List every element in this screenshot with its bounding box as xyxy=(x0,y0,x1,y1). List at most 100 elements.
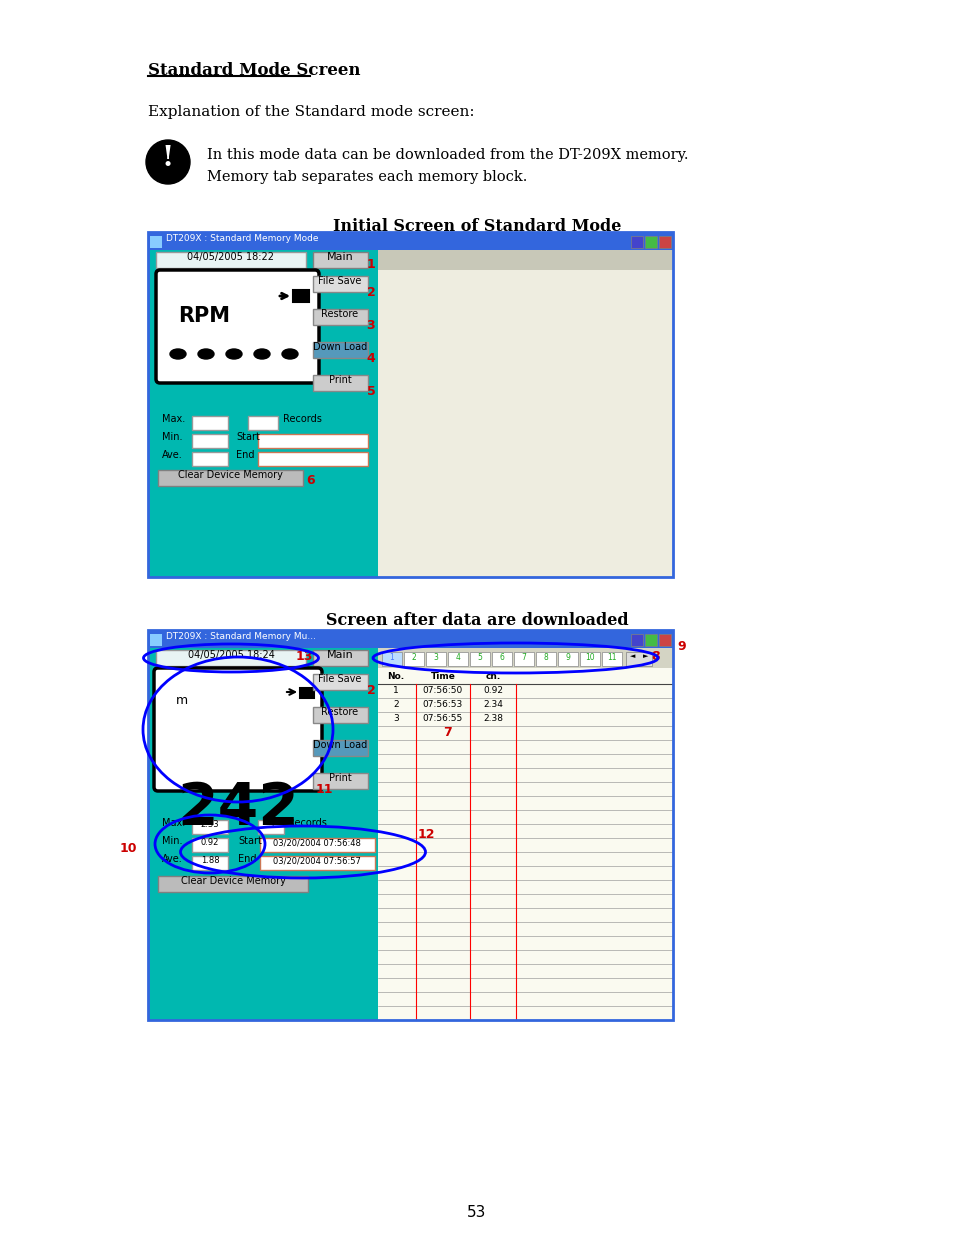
Ellipse shape xyxy=(282,350,297,359)
FancyBboxPatch shape xyxy=(158,876,308,892)
Text: ◄: ◄ xyxy=(630,653,635,659)
FancyBboxPatch shape xyxy=(377,249,672,270)
Ellipse shape xyxy=(226,350,242,359)
Text: 11: 11 xyxy=(315,783,334,797)
Text: File Save: File Save xyxy=(318,674,361,684)
Text: 03/20/2004 07:56:57: 03/20/2004 07:56:57 xyxy=(273,856,360,864)
Text: Down Load: Down Load xyxy=(313,342,367,352)
Text: Initial Screen of Standard Mode: Initial Screen of Standard Mode xyxy=(333,219,620,235)
Text: RPM: RPM xyxy=(178,306,230,326)
FancyBboxPatch shape xyxy=(630,634,642,646)
Text: Standard Mode Screen: Standard Mode Screen xyxy=(148,62,360,79)
Text: 2.34: 2.34 xyxy=(482,700,502,709)
Text: 7: 7 xyxy=(442,726,452,739)
FancyBboxPatch shape xyxy=(158,471,303,487)
FancyBboxPatch shape xyxy=(514,652,534,666)
Circle shape xyxy=(146,140,190,184)
Text: End: End xyxy=(237,853,256,864)
Text: 6: 6 xyxy=(499,653,504,662)
FancyBboxPatch shape xyxy=(448,652,468,666)
FancyBboxPatch shape xyxy=(630,236,642,248)
Text: 4: 4 xyxy=(456,653,460,662)
Ellipse shape xyxy=(170,350,186,359)
FancyBboxPatch shape xyxy=(579,652,599,666)
FancyBboxPatch shape xyxy=(659,634,670,646)
Text: 3: 3 xyxy=(393,714,398,722)
Text: 2.33: 2.33 xyxy=(200,820,219,829)
FancyBboxPatch shape xyxy=(153,668,322,790)
Text: 1: 1 xyxy=(366,258,375,270)
Text: Print: Print xyxy=(328,773,351,783)
Text: !: ! xyxy=(162,144,173,172)
Text: 9: 9 xyxy=(565,653,570,662)
FancyBboxPatch shape xyxy=(150,634,162,646)
FancyBboxPatch shape xyxy=(148,249,377,577)
FancyBboxPatch shape xyxy=(377,249,672,577)
Text: File Save: File Save xyxy=(318,275,361,287)
Text: 07:56:55: 07:56:55 xyxy=(422,714,462,722)
Text: End: End xyxy=(235,450,254,459)
Text: 07:56:53: 07:56:53 xyxy=(422,700,462,709)
FancyBboxPatch shape xyxy=(426,652,446,666)
Text: Clear Device Memory: Clear Device Memory xyxy=(177,471,282,480)
Text: 03/20/2004 07:56:48: 03/20/2004 07:56:48 xyxy=(273,839,360,847)
FancyBboxPatch shape xyxy=(403,652,423,666)
Text: Down Load: Down Load xyxy=(313,740,367,750)
FancyBboxPatch shape xyxy=(156,252,306,268)
Text: Max.: Max. xyxy=(162,818,185,827)
Text: 1.88: 1.88 xyxy=(200,856,219,864)
FancyBboxPatch shape xyxy=(313,375,368,391)
FancyBboxPatch shape xyxy=(192,820,228,834)
FancyBboxPatch shape xyxy=(148,630,672,648)
Text: 242: 242 xyxy=(177,781,298,837)
Ellipse shape xyxy=(253,350,270,359)
FancyBboxPatch shape xyxy=(644,236,657,248)
FancyBboxPatch shape xyxy=(260,839,375,852)
FancyBboxPatch shape xyxy=(644,634,657,646)
Text: 10: 10 xyxy=(120,842,137,855)
Text: 5: 5 xyxy=(366,385,375,398)
Text: DT209X : Standard Memory Mode: DT209X : Standard Memory Mode xyxy=(166,233,318,243)
Text: 12: 12 xyxy=(417,827,435,841)
Text: Screen after data are downloaded: Screen after data are downloaded xyxy=(325,613,628,629)
FancyBboxPatch shape xyxy=(192,416,228,430)
FancyBboxPatch shape xyxy=(293,290,309,303)
Text: Records: Records xyxy=(283,414,321,424)
Text: Min.: Min. xyxy=(162,836,182,846)
FancyBboxPatch shape xyxy=(192,452,228,466)
Text: No.: No. xyxy=(387,672,404,680)
Text: ch.: ch. xyxy=(485,672,500,680)
Text: 2: 2 xyxy=(366,684,375,697)
Text: Start: Start xyxy=(235,432,259,442)
FancyBboxPatch shape xyxy=(377,648,672,668)
FancyBboxPatch shape xyxy=(492,652,512,666)
FancyBboxPatch shape xyxy=(659,236,670,248)
FancyBboxPatch shape xyxy=(156,270,318,383)
Text: 4: 4 xyxy=(366,352,375,366)
Text: 13: 13 xyxy=(295,650,313,663)
FancyBboxPatch shape xyxy=(192,839,228,852)
Text: m: m xyxy=(175,694,188,706)
Text: Ave.: Ave. xyxy=(162,450,183,459)
Text: 0.92: 0.92 xyxy=(482,685,502,695)
Text: 7: 7 xyxy=(521,653,526,662)
Text: Restore: Restore xyxy=(321,706,358,718)
FancyBboxPatch shape xyxy=(313,252,368,268)
FancyBboxPatch shape xyxy=(313,740,368,756)
FancyBboxPatch shape xyxy=(299,688,314,698)
Text: 1: 1 xyxy=(393,685,398,695)
FancyBboxPatch shape xyxy=(192,433,228,448)
Text: Main: Main xyxy=(326,650,353,659)
FancyBboxPatch shape xyxy=(558,652,578,666)
Text: 1: 1 xyxy=(389,653,394,662)
Text: Time: Time xyxy=(430,672,455,680)
Text: 2.38: 2.38 xyxy=(482,714,502,722)
Text: In this mode data can be downloaded from the DT-209X memory.: In this mode data can be downloaded from… xyxy=(207,148,688,162)
FancyBboxPatch shape xyxy=(313,674,368,690)
Text: 3: 3 xyxy=(268,820,274,829)
FancyBboxPatch shape xyxy=(313,342,368,358)
Text: Min.: Min. xyxy=(162,432,182,442)
FancyBboxPatch shape xyxy=(625,652,651,666)
Text: 5: 5 xyxy=(477,653,482,662)
Text: 10: 10 xyxy=(584,653,594,662)
